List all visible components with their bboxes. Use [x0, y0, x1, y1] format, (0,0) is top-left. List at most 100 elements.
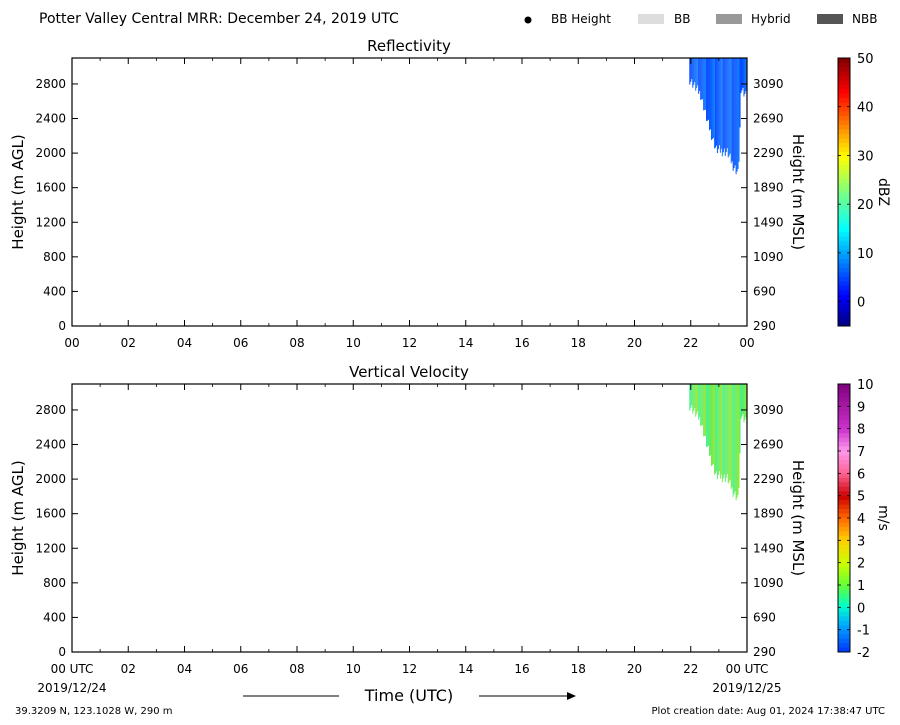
colorbar-segment	[838, 223, 850, 229]
echo-column	[703, 384, 705, 437]
x-tick-label: 12	[402, 662, 417, 676]
colorbar-segment	[838, 312, 850, 318]
echo-column	[735, 384, 737, 501]
colorbar-segment	[838, 250, 850, 255]
colorbar-segment	[838, 165, 850, 171]
colorbar-segment	[838, 602, 850, 608]
echo-column	[690, 58, 692, 82]
colorbar-tick-label: -2	[857, 646, 870, 661]
colorbar-segment	[838, 384, 850, 389]
echo-column	[737, 58, 739, 169]
colorbar-segment	[838, 62, 850, 68]
colorbar-segment	[838, 317, 850, 322]
echo-column	[725, 58, 727, 152]
echo-column	[711, 384, 712, 466]
echo-column	[714, 384, 716, 474]
colorbar-segment	[838, 254, 850, 260]
colorbar-segment	[838, 245, 850, 251]
echo-column	[701, 384, 703, 426]
colorbar-tick-label: 6	[857, 467, 865, 482]
echo-column	[689, 384, 691, 411]
y-tick-label: 400	[43, 284, 66, 298]
colorbar-segment	[838, 576, 850, 581]
echo-column	[742, 384, 744, 414]
echo-column	[740, 58, 742, 94]
colorbar-segment	[838, 241, 850, 246]
y-tick-label: 2800	[35, 77, 66, 91]
colorbar-segment	[838, 401, 850, 407]
reflectivity-echo	[689, 58, 748, 175]
colorbar-segment	[838, 482, 850, 488]
echo-column	[745, 384, 747, 418]
x-tick-label: 16	[514, 662, 529, 676]
echo-column	[737, 384, 739, 495]
velocity-frame	[71, 383, 748, 653]
y-tick-label: 1600	[35, 507, 66, 521]
colorbar-tick-label: 9	[857, 400, 865, 415]
colorbar-segment	[838, 634, 850, 639]
echo-column	[702, 58, 704, 100]
colorbar-segment	[838, 585, 850, 590]
colorbar-segment	[838, 58, 850, 63]
colorbar-segment	[838, 531, 850, 537]
colorbar-segment	[838, 209, 850, 215]
colorbar-segment	[838, 259, 850, 264]
colorbar-segment	[838, 419, 850, 425]
x-tick-label: 14	[458, 662, 473, 676]
echo-column	[726, 384, 728, 475]
y-tick-label: 0	[58, 645, 66, 659]
echo-column	[738, 384, 740, 488]
echo-column	[700, 58, 702, 100]
echo-column	[720, 58, 722, 149]
colorbar-segment	[838, 196, 850, 202]
colorbar-segment	[838, 169, 850, 175]
colorbar-segment	[838, 509, 850, 514]
echo-column	[720, 384, 722, 475]
colorbar-segment	[838, 151, 850, 157]
header-legend: BB Height BB Hybrid NBB	[524, 12, 877, 26]
colorbar-segment	[838, 558, 850, 564]
echo-column	[744, 58, 746, 94]
echo-column	[706, 384, 708, 447]
echo-column	[716, 384, 718, 480]
colorbar-segment	[838, 299, 850, 305]
colorbar-segment	[838, 263, 850, 269]
echo-column	[732, 384, 734, 497]
colorbar-segment	[838, 138, 850, 144]
velocity-panel: Vertical Velocity Height (m AGL) Height …	[9, 363, 891, 676]
colorbar-segment	[838, 93, 850, 99]
x-tick-label: 10	[346, 336, 361, 350]
colorbar-segment	[838, 107, 850, 112]
x-tick-label: 00	[64, 336, 79, 350]
echo-column	[728, 384, 730, 482]
x-tick-label: 12	[402, 336, 417, 350]
colorbar-segment	[838, 562, 850, 568]
colorbar-segment	[838, 160, 850, 166]
echo-column	[730, 384, 732, 490]
colorbar-tick-label: 30	[857, 149, 874, 164]
colorbar-segment	[838, 473, 850, 479]
echo-column	[692, 384, 694, 414]
y-tick-label-right: 1490	[753, 215, 784, 229]
echo-column	[726, 58, 728, 149]
y-tick-label: 2000	[35, 472, 66, 486]
colorbar-segment	[838, 526, 850, 532]
colorbar-segment	[838, 66, 850, 72]
echo-column	[736, 58, 738, 172]
echo-column	[722, 58, 724, 153]
colorbar-segment	[838, 236, 850, 242]
echo-column	[707, 58, 709, 121]
echo-column	[722, 384, 724, 479]
echo-column	[705, 384, 707, 436]
y-tick-label: 2800	[35, 403, 66, 417]
colorbar-segment	[838, 174, 850, 179]
echo-column	[734, 384, 736, 492]
figure-title: Potter Valley Central MRR: December 24, …	[39, 11, 399, 27]
colorbar-segment	[838, 518, 850, 523]
colorbar-segment	[838, 388, 850, 394]
y-tick-label: 400	[43, 610, 66, 624]
colorbar-tick-label: 20	[857, 198, 874, 213]
colorbar-segment	[838, 442, 850, 447]
colorbar-segment	[838, 156, 850, 162]
